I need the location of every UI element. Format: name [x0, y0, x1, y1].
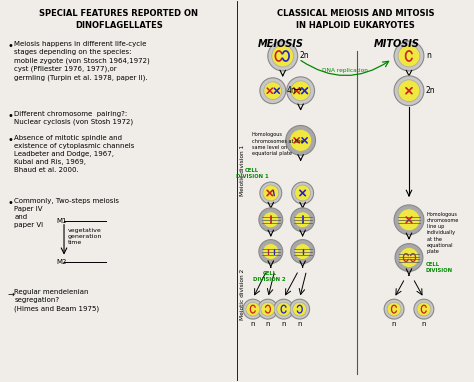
Circle shape — [292, 182, 313, 204]
Text: vegetative
generation
time: vegetative generation time — [68, 228, 102, 245]
Text: CELL
DIVISION 2: CELL DIVISION 2 — [254, 271, 286, 282]
Circle shape — [295, 212, 310, 228]
Text: CELL
DIVISION 1: CELL DIVISION 1 — [236, 168, 268, 179]
Text: n: n — [297, 321, 302, 327]
Circle shape — [398, 45, 420, 67]
Text: •: • — [8, 41, 13, 51]
Text: n: n — [265, 321, 270, 327]
Circle shape — [295, 244, 310, 259]
Text: Different chromosome  pairing?:
Nuclear cyclosis (von Stosh 1972): Different chromosome pairing?: Nuclear c… — [14, 111, 134, 125]
Circle shape — [394, 76, 424, 106]
Text: CLASSICAL MEIOSIS AND MITOSIS
IN HAPLOID EUKARYOTES: CLASSICAL MEIOSIS AND MITOSIS IN HAPLOID… — [276, 9, 434, 30]
Text: Meiotic division 2: Meiotic division 2 — [240, 269, 246, 320]
Circle shape — [395, 244, 423, 271]
Circle shape — [291, 240, 315, 264]
Text: •: • — [8, 135, 13, 146]
Text: MITOSIS: MITOSIS — [374, 39, 420, 49]
Text: Meiotic division 1: Meiotic division 1 — [240, 145, 246, 196]
Circle shape — [277, 302, 291, 316]
Circle shape — [384, 299, 404, 319]
Circle shape — [259, 208, 283, 232]
Circle shape — [243, 299, 263, 319]
Text: Regular mendelenian
segregation?
(Himes and Beam 1975): Regular mendelenian segregation? (Himes … — [14, 289, 100, 312]
Text: •: • — [8, 111, 13, 121]
Circle shape — [394, 41, 424, 71]
Text: n: n — [426, 52, 431, 60]
Circle shape — [290, 129, 311, 151]
Circle shape — [286, 125, 316, 155]
Circle shape — [414, 299, 434, 319]
Circle shape — [398, 209, 420, 231]
Text: Homologous
chromosomes at the
same level on
equatorial plate: Homologous chromosomes at the same level… — [252, 133, 303, 156]
Text: n: n — [392, 321, 396, 327]
Circle shape — [295, 185, 310, 201]
Circle shape — [246, 302, 260, 316]
Circle shape — [291, 81, 310, 101]
Circle shape — [287, 77, 315, 105]
Circle shape — [394, 205, 424, 235]
Text: DNA replication: DNA replication — [322, 68, 368, 73]
Text: Meiosis happens in different life-cycle
stages depending on the species:
mobile : Meiosis happens in different life-cycle … — [14, 41, 150, 81]
Text: n: n — [282, 321, 286, 327]
Circle shape — [263, 212, 279, 228]
Circle shape — [417, 302, 431, 316]
Text: n: n — [422, 321, 426, 327]
Circle shape — [290, 299, 310, 319]
Text: 2n: 2n — [300, 52, 309, 60]
Circle shape — [399, 248, 419, 267]
Circle shape — [261, 302, 275, 316]
Circle shape — [274, 299, 294, 319]
Text: 2n: 2n — [426, 86, 436, 95]
Circle shape — [263, 244, 279, 259]
Circle shape — [263, 185, 279, 201]
Text: Commonly, Two-steps meiosis
Paper IV
and
paper VI: Commonly, Two-steps meiosis Paper IV and… — [14, 198, 119, 228]
Circle shape — [260, 78, 286, 104]
Circle shape — [291, 208, 315, 232]
Text: →: → — [8, 289, 14, 298]
Text: SPECIAL FEATURES REPORTED ON
DINOFLAGELLATES: SPECIAL FEATURES REPORTED ON DINOFLAGELL… — [39, 9, 198, 30]
Circle shape — [292, 302, 307, 316]
Text: •: • — [8, 198, 13, 208]
Text: Absence of mitotic spindle and
existence of cytoplasmic channels
Leadbeter and D: Absence of mitotic spindle and existence… — [14, 135, 135, 173]
Text: CELL
DIVISION: CELL DIVISION — [426, 262, 453, 273]
Text: M1: M1 — [56, 218, 66, 224]
Circle shape — [387, 302, 401, 316]
Circle shape — [260, 182, 282, 204]
Text: Homologous
chromosome
line up
individually
at the
equational
plate: Homologous chromosome line up individual… — [427, 212, 459, 254]
Text: MEIOSIS: MEIOSIS — [258, 39, 304, 49]
Circle shape — [398, 80, 420, 102]
Circle shape — [259, 240, 283, 264]
Text: M2: M2 — [56, 259, 66, 265]
Circle shape — [264, 82, 282, 100]
Circle shape — [258, 299, 278, 319]
Text: n: n — [251, 321, 255, 327]
Circle shape — [272, 45, 294, 67]
Text: 4n: 4n — [287, 86, 296, 95]
Circle shape — [268, 41, 298, 71]
Text: →: → — [294, 86, 302, 96]
